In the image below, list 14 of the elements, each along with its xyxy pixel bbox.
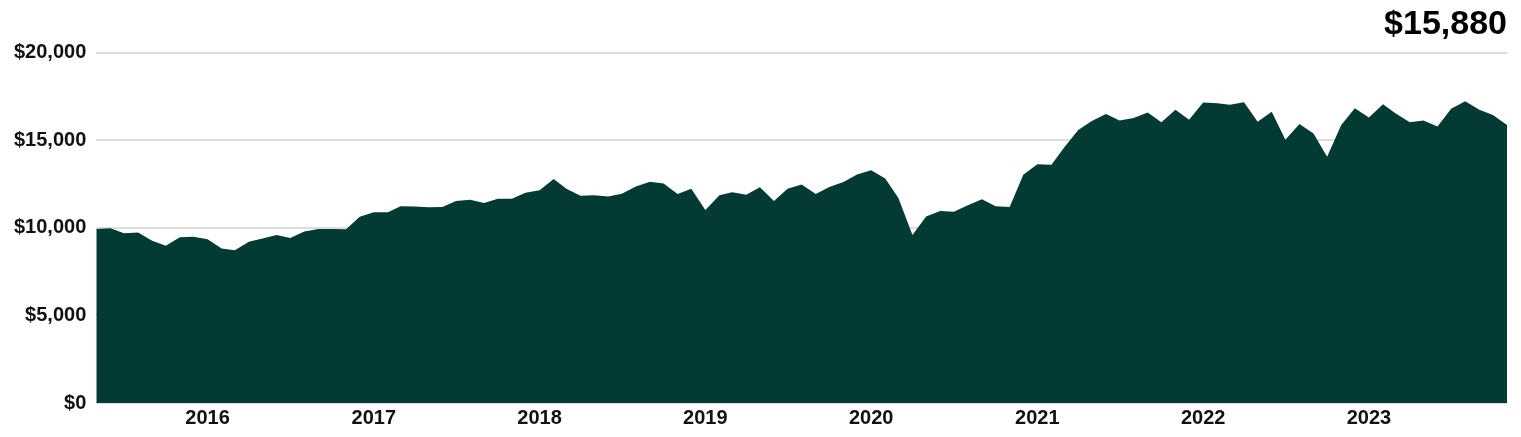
- y-tick-label: $0: [64, 390, 87, 413]
- y-tick-label: $20,000: [14, 40, 87, 63]
- x-tick-label: 2021: [1015, 405, 1060, 428]
- x-tick-label: 2019: [683, 405, 728, 428]
- x-tick-label: 2018: [517, 405, 562, 428]
- y-tick-label: $10,000: [14, 215, 87, 238]
- x-tick-label: 2023: [1346, 405, 1392, 428]
- y-tick-label: $5,000: [25, 302, 87, 325]
- x-tick-label: 2020: [848, 405, 894, 428]
- chart-title: $15,880: [1384, 2, 1507, 41]
- x-tick-label: 2017: [351, 405, 397, 428]
- x-tick-label: 2022: [1180, 405, 1226, 428]
- x-tick-label: 2016: [185, 405, 230, 428]
- y-tick-label: $15,000: [14, 127, 87, 150]
